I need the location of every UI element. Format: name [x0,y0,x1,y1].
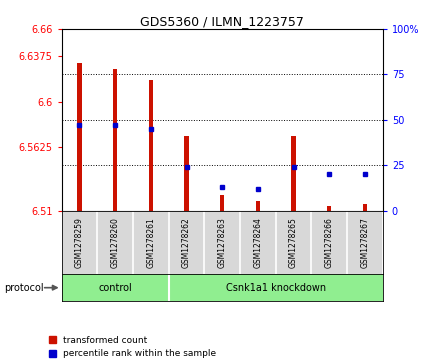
Text: GSM1278267: GSM1278267 [360,217,370,268]
Text: GSM1278265: GSM1278265 [289,217,298,268]
Bar [184,135,189,211]
Title: GDS5360 / ILMN_1223757: GDS5360 / ILMN_1223757 [140,15,304,28]
Bar [77,63,81,211]
Text: GSM1278266: GSM1278266 [325,217,334,268]
Text: GSM1278261: GSM1278261 [147,217,155,268]
Text: GSM1278263: GSM1278263 [218,217,227,268]
Legend: transformed count, percentile rank within the sample: transformed count, percentile rank withi… [48,336,216,359]
Text: protocol: protocol [4,283,44,293]
Text: Csnk1a1 knockdown: Csnk1a1 knockdown [226,283,326,293]
Bar [149,80,153,211]
Text: GSM1278262: GSM1278262 [182,217,191,268]
Text: control: control [98,283,132,293]
Bar [113,69,117,211]
Bar [327,206,331,211]
Bar [291,135,296,211]
Text: GSM1278259: GSM1278259 [75,217,84,268]
Bar [220,195,224,211]
Text: GSM1278264: GSM1278264 [253,217,262,268]
Bar [256,201,260,211]
Bar [363,204,367,211]
Text: GSM1278260: GSM1278260 [110,217,120,268]
